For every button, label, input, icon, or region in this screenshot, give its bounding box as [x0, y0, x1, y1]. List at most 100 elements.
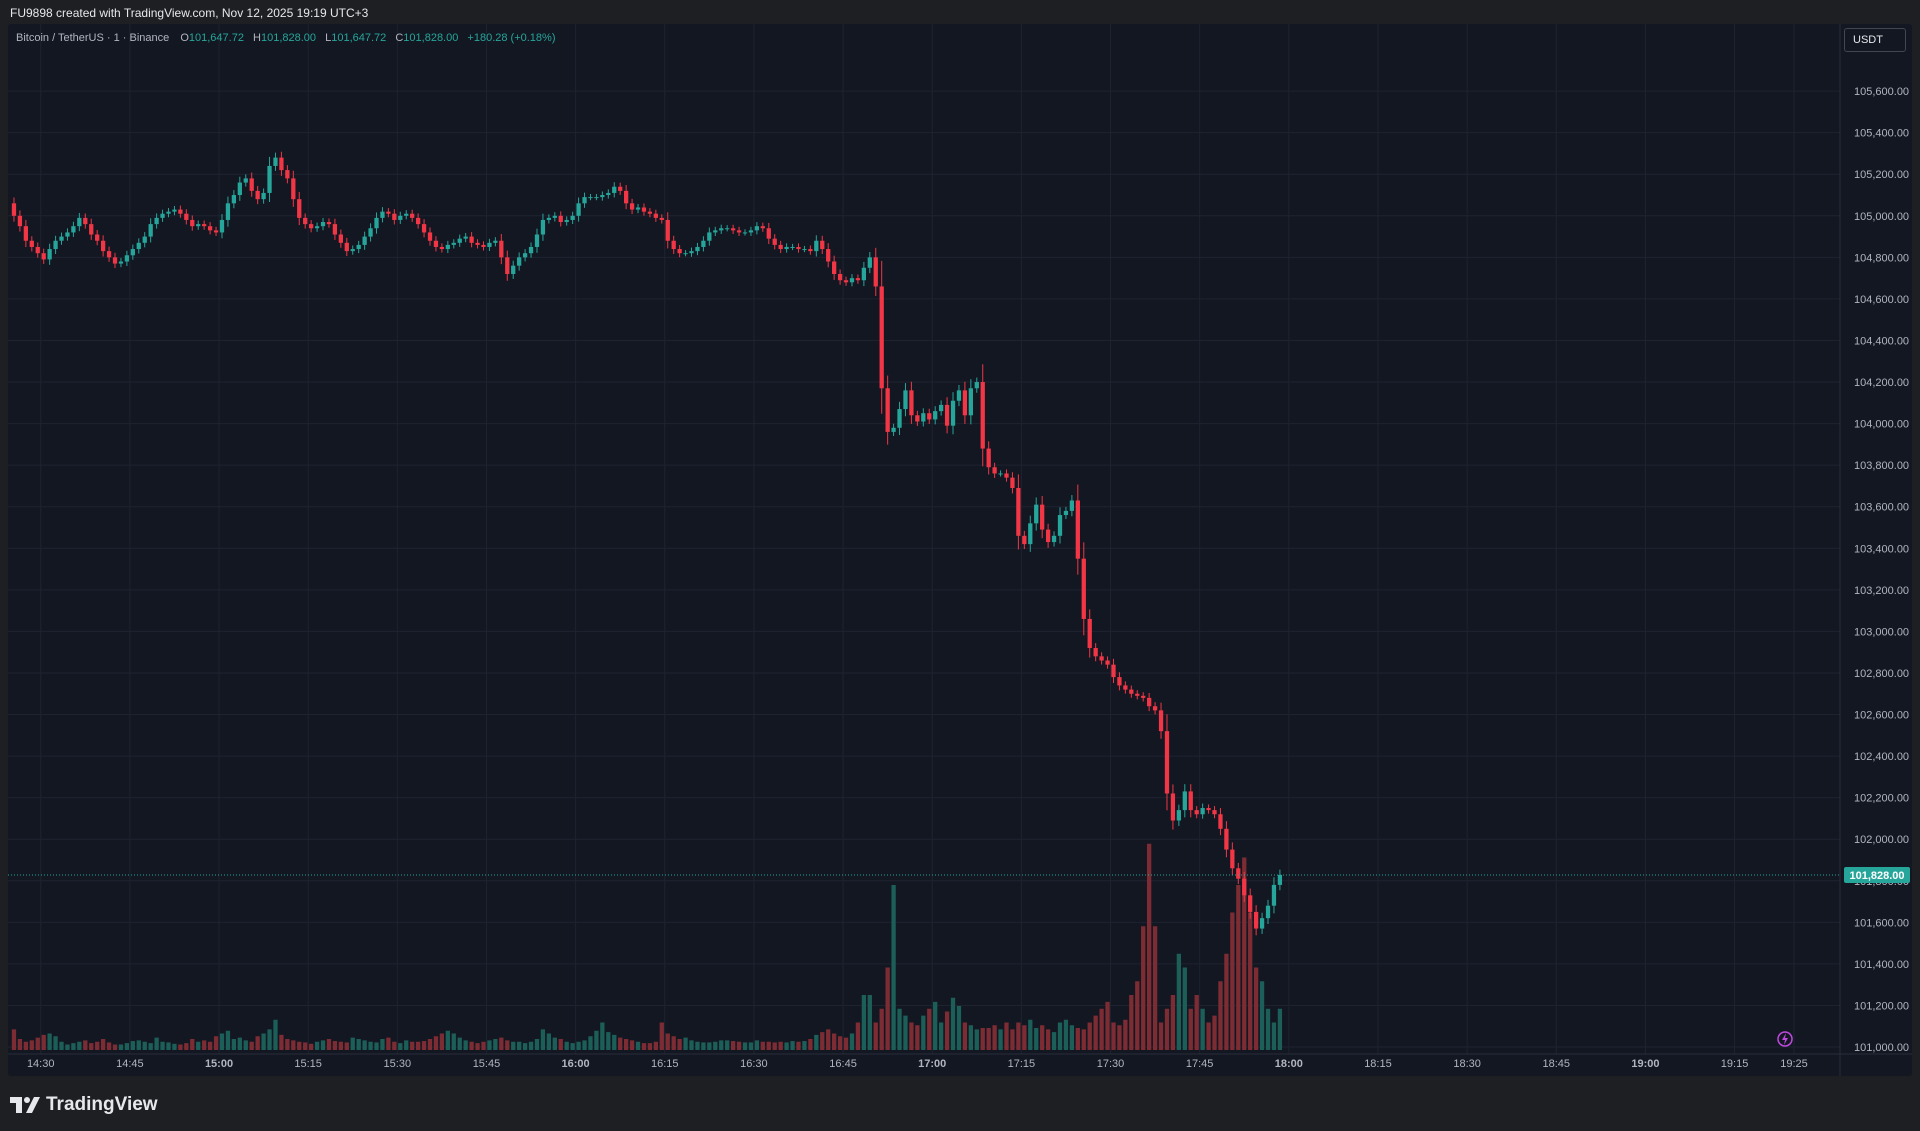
- candle: [1081, 542, 1086, 636]
- candle-body: [635, 207, 641, 210]
- candle: [1040, 496, 1045, 539]
- volume-bar: [213, 1036, 219, 1050]
- volume-bar: [368, 1041, 373, 1050]
- candle: [451, 239, 456, 249]
- volume-bar: [427, 1039, 433, 1050]
- time-tick-label: 18:45: [1543, 1058, 1571, 1070]
- time-tick-label: 17:30: [1097, 1058, 1125, 1070]
- volume-bar: [1105, 1001, 1110, 1050]
- candle-body: [1105, 660, 1110, 665]
- candle-body: [427, 232, 433, 241]
- candle-body: [178, 209, 183, 214]
- candle: [350, 245, 355, 255]
- candle: [778, 240, 783, 254]
- candle: [796, 243, 801, 253]
- candle: [112, 252, 118, 269]
- candle-body: [344, 242, 349, 252]
- candle: [736, 226, 742, 236]
- candle-body: [148, 224, 153, 237]
- volume-bar: [772, 1042, 777, 1050]
- candle-body: [701, 240, 706, 247]
- time-tick-label: 15:30: [384, 1058, 412, 1070]
- candle: [944, 397, 950, 434]
- volume-bar: [903, 1015, 908, 1050]
- candle: [207, 222, 213, 235]
- candle: [17, 210, 23, 232]
- volume-bar: [546, 1033, 552, 1050]
- volume-bar: [564, 1041, 569, 1050]
- candle-body: [451, 242, 456, 245]
- candle: [1212, 806, 1217, 819]
- volume-bar: [267, 1029, 272, 1050]
- price-tick-label: 101,600.00: [1854, 917, 1909, 929]
- volume-bar: [166, 1042, 171, 1050]
- candle-body: [671, 240, 676, 250]
- volume-bar: [992, 1025, 997, 1050]
- volume-bar: [1111, 1022, 1116, 1050]
- candle-body: [1188, 791, 1193, 811]
- volume-bar: [754, 1040, 760, 1050]
- candle: [148, 218, 153, 243]
- candle: [53, 235, 58, 254]
- price-tick-label: 101,000.00: [1854, 1042, 1909, 1054]
- chart-panel[interactable]: 101,000.00 101,200.00 101,400.00 101,600.00…: [8, 24, 1912, 1076]
- volume-bar: [623, 1039, 629, 1050]
- candle-body: [213, 230, 219, 233]
- currency-unit-button[interactable]: USDT: [1844, 28, 1906, 52]
- price-tick-label: 105,400.00: [1854, 128, 1909, 140]
- candle-body: [303, 217, 308, 225]
- candle: [1188, 784, 1193, 818]
- candle-body: [47, 249, 52, 260]
- volume-bar: [511, 1041, 516, 1050]
- candle: [528, 242, 534, 258]
- time-tick-label: 18:15: [1364, 1058, 1392, 1070]
- price-tick-label: 104,400.00: [1854, 335, 1909, 347]
- candle-body: [65, 232, 70, 237]
- candle: [1265, 899, 1271, 925]
- price-tick-label: 102,200.00: [1854, 793, 1909, 805]
- candle-body: [962, 390, 968, 416]
- volume-bar: [1218, 981, 1223, 1050]
- volume-bar: [671, 1036, 676, 1050]
- candle-body: [558, 215, 563, 223]
- candle-body: [1176, 810, 1182, 821]
- candle-body: [814, 240, 819, 252]
- candle-body: [332, 224, 338, 235]
- candle: [1057, 507, 1063, 544]
- candle: [719, 224, 724, 234]
- candle-body: [921, 413, 926, 422]
- volume-bar: [612, 1034, 617, 1050]
- volume-bar: [77, 1041, 82, 1050]
- time-tick-label: 16:00: [562, 1058, 590, 1070]
- candle: [398, 211, 403, 224]
- candlestick-chart[interactable]: 101,000.00 101,200.00 101,400.00 101,600.00…: [8, 24, 1912, 1076]
- candle: [713, 226, 718, 236]
- candle: [1117, 672, 1122, 691]
- price-tick-label: 103,800.00: [1854, 460, 1909, 472]
- symbol-label[interactable]: Bitcoin / TetherUS · 1 · Binance: [16, 32, 170, 44]
- candle-body: [707, 232, 712, 241]
- candle-body: [760, 226, 765, 229]
- replay-lightning-icon[interactable]: [1777, 1031, 1793, 1047]
- volume-bar: [760, 1041, 765, 1050]
- candle: [380, 207, 385, 223]
- time-tick-label: 16:45: [829, 1058, 857, 1070]
- candle-body: [736, 230, 742, 233]
- candle: [748, 226, 754, 236]
- candle: [374, 212, 379, 234]
- volume-bar: [1212, 1015, 1217, 1050]
- price-tick-label: 102,800.00: [1854, 668, 1909, 680]
- candle: [463, 233, 468, 243]
- volume-bar: [410, 1041, 415, 1050]
- candle-body: [190, 219, 195, 227]
- candle: [837, 269, 843, 285]
- candle: [552, 212, 557, 222]
- volume-bar: [1164, 1008, 1170, 1050]
- candle-body: [71, 226, 76, 233]
- tradingview-brand[interactable]: TradingView: [10, 1094, 158, 1116]
- volume-bar: [796, 1041, 801, 1050]
- candle-body: [1277, 874, 1283, 885]
- volume-bar: [386, 1037, 391, 1050]
- volume-bar: [35, 1037, 40, 1050]
- candle: [826, 243, 831, 268]
